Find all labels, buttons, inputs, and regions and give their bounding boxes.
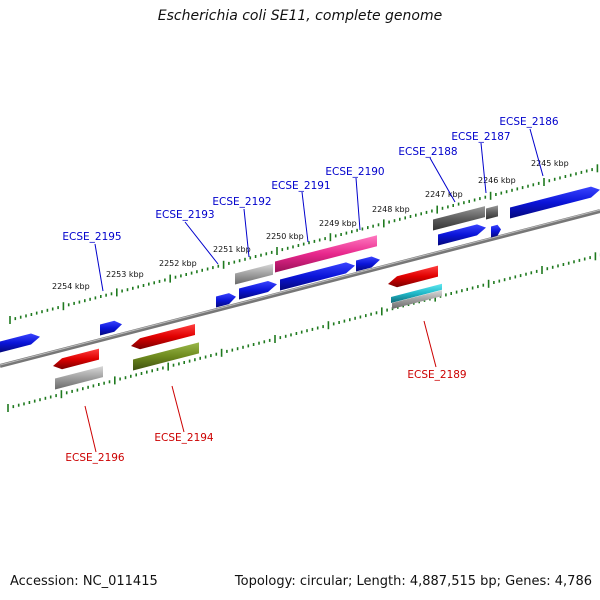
gene-feature-ECSE_2186[interactable] <box>510 186 600 219</box>
kbp-label-2252: 2252 kbp <box>159 259 197 268</box>
gene-features <box>0 186 600 390</box>
gene-label-ECSE_2186[interactable]: ECSE_2186 <box>499 116 559 128</box>
gene-label-ECSE_2195[interactable]: ECSE_2195 <box>62 231 121 243</box>
gene-label-ECSE_2193[interactable]: ECSE_2193 <box>155 209 214 221</box>
leader-ECSE_2195 <box>94 243 104 292</box>
gene-label-ECSE_2192[interactable]: ECSE_2192 <box>212 196 271 208</box>
leader-ECSE_2188 <box>429 157 456 203</box>
gene-feature-ECSE_2187-hit[interactable] <box>486 205 498 220</box>
map-title: Escherichia coli SE11, complete genome <box>157 8 443 24</box>
genome-backbone-highlight <box>0 209 600 366</box>
leader-ECSE_2189 <box>423 320 437 368</box>
genome-summary-text: Topology: circular; Length: 4,887,515 bp… <box>234 574 592 589</box>
leader-ECSE_2193 <box>184 221 219 265</box>
kbp-label-2245: 2245 kbp <box>531 159 569 168</box>
kbp-label-2247: 2247 kbp <box>425 190 463 199</box>
leader-ECSE_2186 <box>529 128 544 177</box>
gene-feature-ECSE_2187[interactable] <box>491 224 501 238</box>
gene-label-ECSE_2190[interactable]: ECSE_2190 <box>325 166 384 178</box>
gene-feature-ECSE_2194[interactable] <box>131 324 195 350</box>
gene-feature-ECSE_2193[interactable] <box>216 293 236 308</box>
kbp-label-2249: 2249 kbp <box>319 219 357 228</box>
gene-feature-ECSE_2192-hit[interactable] <box>235 263 273 285</box>
leader-ECSE_2194 <box>171 385 185 433</box>
leader-ECSE_2191 <box>301 191 309 243</box>
gene-feature-ECSE_2189-hit-b[interactable] <box>392 290 442 309</box>
gene-feature-ECSE_2196-hit[interactable] <box>55 366 103 390</box>
genome-backbone <box>0 209 600 368</box>
gene-feature-ECSE_2191[interactable] <box>280 262 355 291</box>
gene-label-ECSE_2191[interactable]: ECSE_2191 <box>271 180 330 192</box>
gene-feature-ECSE_2196[interactable] <box>53 348 99 370</box>
gene-feature-ECSE_2188[interactable] <box>438 224 486 246</box>
leader-ECSE_2187 <box>480 142 487 194</box>
kbp-label-2254: 2254 kbp <box>52 282 90 291</box>
kbp-label-2248: 2248 kbp <box>372 205 410 214</box>
kbp-label-2250: 2250 kbp <box>266 232 304 241</box>
gene-label-ECSE_2194[interactable]: ECSE_2194 <box>154 432 214 444</box>
leader-ECSE_2196 <box>84 405 97 453</box>
ruler-upper <box>9 164 599 324</box>
gene-label-ECSE_2187[interactable]: ECSE_2187 <box>451 131 510 143</box>
gene-feature-ECSE_2194-hit[interactable] <box>133 342 199 371</box>
gene-feature-ECSE_2190[interactable] <box>356 256 380 272</box>
kbp-label-2253: 2253 kbp <box>106 270 144 279</box>
gene-label-ECSE_2196[interactable]: ECSE_2196 <box>65 452 125 464</box>
gene-feature-ECSE_2191-hit[interactable] <box>275 235 377 273</box>
accession-text: Accession: NC_011415 <box>10 574 158 589</box>
gene-feature-ECSE_2188-hit[interactable] <box>433 206 485 231</box>
gene-feature-ECSE_2195[interactable] <box>100 320 122 336</box>
kbp-label-2251: 2251 kbp <box>213 245 251 254</box>
gene-label-ECSE_2189[interactable]: ECSE_2189 <box>407 369 466 381</box>
gene-feature-ECSE_2192[interactable] <box>239 281 277 300</box>
gene-feature-ECSE_2189[interactable] <box>388 265 438 288</box>
gene-feature-ECSE_2197[interactable] <box>0 333 40 353</box>
kbp-label-2246: 2246 kbp <box>478 176 516 185</box>
leader-ECSE_2190 <box>355 177 361 231</box>
leader-ECSE_2192 <box>243 208 250 258</box>
ruler-lower <box>7 252 600 412</box>
gene-feature-ECSE_2189-hit-a[interactable] <box>391 283 442 303</box>
gene-label-ECSE_2188[interactable]: ECSE_2188 <box>398 146 457 158</box>
